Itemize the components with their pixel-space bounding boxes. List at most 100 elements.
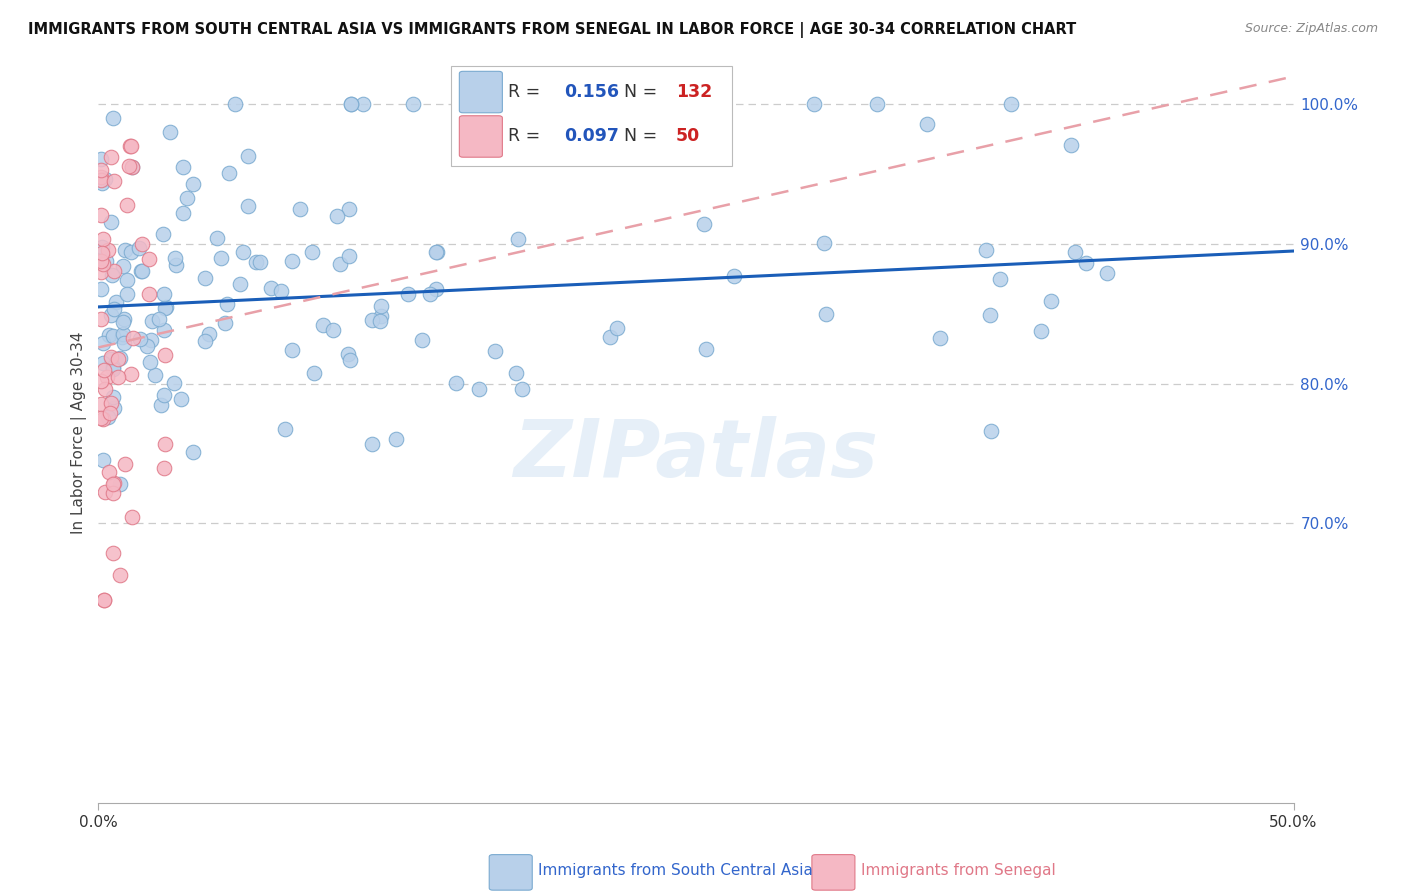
- Point: [100, 352, 122, 367]
- Point: [1029, 324, 1052, 338]
- Point: [129, 332, 152, 346]
- Point: [138, 252, 160, 267]
- Point: [103, 546, 125, 560]
- Point: [153, 323, 176, 337]
- Point: [103, 174, 125, 188]
- Point: [301, 244, 323, 259]
- Point: [90, 411, 112, 425]
- Point: [249, 254, 271, 268]
- Point: [115, 273, 138, 287]
- Point: [90, 240, 112, 254]
- Point: [866, 97, 889, 112]
- Point: [368, 314, 391, 328]
- Text: Immigrants from South Central Asia: Immigrants from South Central Asia: [538, 863, 813, 879]
- Point: [97, 465, 120, 479]
- Point: [129, 263, 152, 277]
- Point: [979, 308, 1001, 322]
- Point: [337, 347, 360, 361]
- Point: [693, 217, 716, 231]
- Point: [484, 344, 506, 359]
- FancyBboxPatch shape: [489, 855, 533, 890]
- Point: [813, 235, 835, 250]
- Point: [197, 327, 219, 342]
- Point: [498, 97, 520, 112]
- Point: [112, 259, 135, 273]
- Point: [425, 245, 447, 260]
- Point: [599, 330, 621, 344]
- Point: [370, 299, 392, 313]
- Point: [339, 353, 361, 368]
- Point: [650, 97, 672, 112]
- Point: [326, 209, 349, 223]
- Text: 0.097: 0.097: [565, 128, 620, 145]
- Point: [280, 343, 302, 358]
- Point: [337, 249, 360, 263]
- Point: [236, 199, 259, 213]
- Point: [100, 350, 122, 364]
- Point: [679, 97, 702, 112]
- Point: [274, 422, 297, 436]
- Point: [209, 252, 232, 266]
- Point: [94, 382, 117, 396]
- Point: [150, 398, 173, 412]
- Point: [159, 124, 181, 138]
- Point: [172, 206, 194, 220]
- Point: [91, 452, 114, 467]
- Point: [155, 300, 177, 314]
- Point: [165, 258, 187, 272]
- Point: [101, 485, 124, 500]
- Point: [120, 139, 142, 153]
- Point: [143, 368, 166, 382]
- Point: [128, 241, 150, 255]
- Point: [138, 287, 160, 301]
- Point: [101, 360, 124, 375]
- Point: [118, 159, 141, 173]
- Point: [97, 409, 120, 424]
- Point: [103, 401, 125, 415]
- Point: [214, 316, 236, 330]
- Point: [120, 244, 142, 259]
- Point: [104, 295, 127, 310]
- Point: [361, 313, 384, 327]
- Point: [90, 254, 112, 268]
- Point: [281, 254, 304, 268]
- Point: [215, 297, 238, 311]
- Point: [90, 169, 112, 184]
- Point: [153, 460, 176, 475]
- Point: [1000, 97, 1022, 112]
- Point: [695, 342, 717, 356]
- Point: [91, 356, 114, 370]
- Text: Source: ZipAtlas.com: Source: ZipAtlas.com: [1244, 22, 1378, 36]
- Point: [152, 227, 174, 242]
- Point: [467, 382, 489, 396]
- Point: [108, 568, 131, 582]
- Point: [194, 271, 217, 285]
- Point: [115, 198, 138, 212]
- Point: [339, 97, 361, 112]
- Point: [929, 330, 952, 344]
- Point: [915, 118, 938, 132]
- Point: [107, 370, 129, 384]
- Point: [505, 366, 527, 380]
- Point: [100, 395, 122, 409]
- Point: [205, 231, 228, 245]
- Point: [610, 97, 633, 112]
- Point: [170, 392, 193, 406]
- Point: [370, 309, 392, 323]
- Point: [988, 272, 1011, 286]
- Point: [803, 97, 825, 112]
- Point: [103, 475, 125, 490]
- Point: [107, 351, 129, 366]
- Point: [108, 477, 131, 491]
- Point: [153, 388, 176, 402]
- Point: [699, 97, 721, 112]
- Point: [322, 322, 344, 336]
- Point: [131, 264, 153, 278]
- Text: Immigrants from Senegal: Immigrants from Senegal: [860, 863, 1056, 879]
- Point: [91, 232, 114, 246]
- Point: [312, 318, 335, 332]
- Point: [121, 160, 143, 174]
- Point: [90, 208, 112, 222]
- Point: [131, 237, 153, 252]
- Text: R =: R =: [509, 128, 546, 145]
